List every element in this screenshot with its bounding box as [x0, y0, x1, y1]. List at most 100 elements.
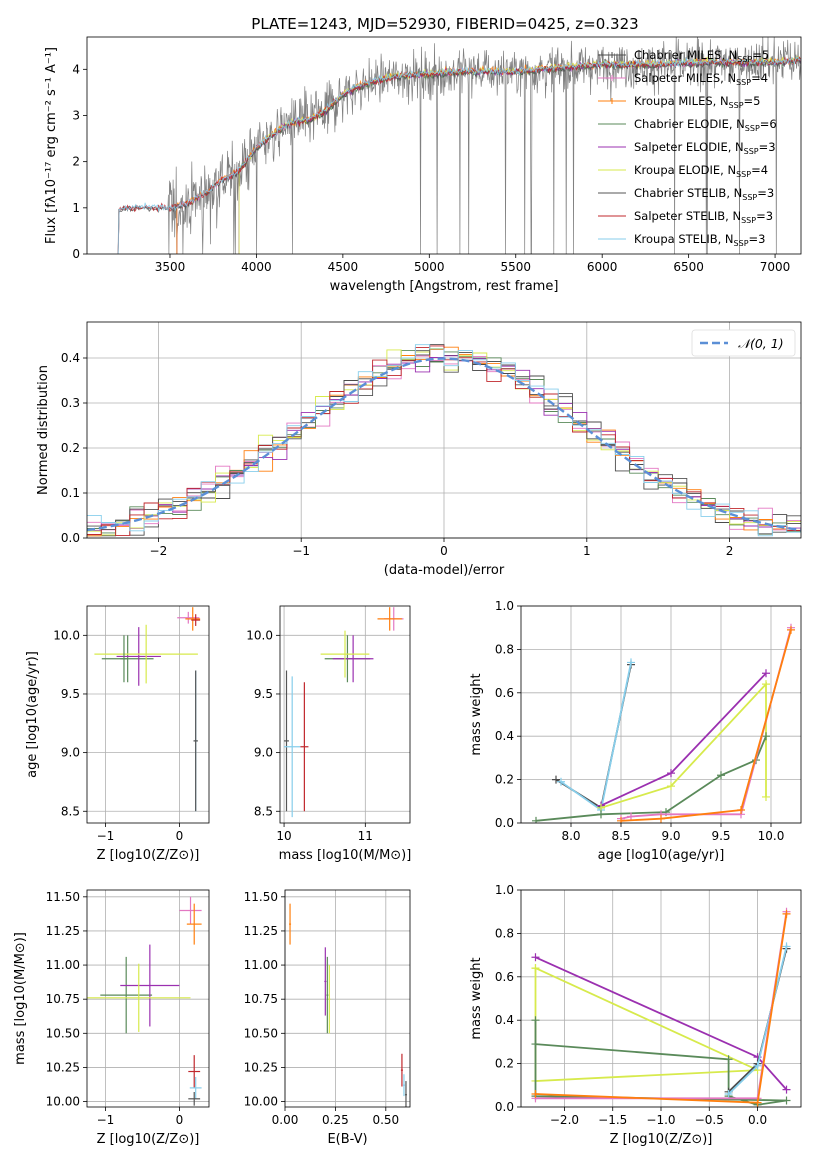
plot-area-mass-Z	[87, 890, 209, 1107]
legend-label: Chabrier ELODIE, NSSP=6	[634, 117, 777, 133]
data-point	[627, 658, 635, 667]
data-mass-Z	[87, 896, 202, 1106]
data-point	[667, 782, 675, 791]
axes-spectrum: 3500 4000 4500 5000 5500 6000 6500 7000 0 1 2 3 4 wav…	[44, 36, 802, 294]
y-tick-label: 10.50	[244, 1026, 278, 1040]
x-tick-label: 11	[358, 829, 373, 843]
y-tick-label: 0.6	[495, 686, 514, 700]
data-point	[557, 777, 565, 786]
series-line	[600, 681, 767, 809]
legend-label: Kroupa STELIB, NSSP=3	[634, 232, 765, 248]
data-point	[782, 1085, 791, 1094]
x-tick-label: 5500	[500, 260, 531, 274]
data-point	[753, 1098, 762, 1107]
y-tick-label: 8.5	[61, 804, 80, 818]
y-tick-label: 10.25	[46, 1060, 80, 1074]
y-tick-label: 3	[72, 108, 80, 122]
data-point	[532, 816, 540, 823]
x-tick-label: 10.0	[758, 829, 785, 843]
data-point	[289, 903, 292, 945]
data-point	[186, 903, 202, 945]
data-point	[404, 1081, 407, 1107]
y-tick-label: 10.00	[46, 1095, 80, 1109]
frame-mass-Z	[86, 889, 210, 1108]
data-point	[737, 805, 745, 814]
data-point	[657, 814, 665, 823]
x-tick-label: −1.0	[646, 1113, 675, 1127]
data-point	[627, 812, 635, 821]
legend-label: 𝒩(0, 1)	[738, 336, 784, 351]
y-axis-label: mass [log10(M/M⊙)]	[13, 932, 28, 1065]
plot-area-weight-age	[521, 606, 801, 823]
y-tick-label: 0.4	[61, 351, 80, 365]
y-tick-label: 11.25	[244, 924, 278, 938]
y-axis-label: age [log10(age/yr)]	[25, 651, 40, 778]
data-point	[120, 944, 180, 1027]
x-axis-label: mass [log10(M/M⊙)]	[279, 848, 412, 863]
y-tick-label: 10.75	[46, 992, 80, 1006]
legend-spectrum: Chabrier MILES, NSSP=5 Salpeter MILES, NS…	[598, 48, 777, 248]
y-tick-label: 0.4	[495, 1013, 514, 1027]
legend-label: Chabrier STELIB, NSSP=3	[634, 186, 774, 202]
x-tick-label: 0.50	[372, 1113, 399, 1127]
x-tick-label: 3500	[155, 260, 186, 274]
x-tick-label: 0.25	[322, 1113, 349, 1127]
y-tick-label: 0.2	[61, 441, 80, 455]
data-point	[787, 625, 795, 634]
x-tick-label: 9.5	[711, 829, 730, 843]
x-tick-label: 2	[726, 544, 734, 558]
x-tick-label: 7000	[760, 260, 791, 274]
data-point	[724, 1055, 733, 1064]
series-line	[620, 629, 792, 822]
y-tick-label: 0.8	[495, 926, 514, 940]
data-point	[531, 1016, 540, 1025]
data-point	[724, 1089, 733, 1098]
y-tick-label: 10.50	[46, 1026, 80, 1040]
data-weight-Z	[531, 907, 791, 1107]
data-point	[717, 771, 725, 780]
data-point	[300, 682, 309, 812]
axes-mass-Z: −1 0 10.00 10.25 10.50 10.75 11.00 11.25 11.50 Z …	[13, 889, 210, 1147]
data-point	[597, 810, 605, 819]
legend-label: Salpeter ELODIE, NSSP=3	[634, 140, 776, 156]
grid-age-Z	[87, 606, 209, 823]
data-point	[328, 965, 331, 1034]
y-tick-label: 0.8	[495, 642, 514, 656]
y-tick-label: 0.6	[495, 970, 514, 984]
x-tick-label: −2.0	[550, 1113, 579, 1127]
data-point	[87, 963, 191, 1032]
data-point	[193, 670, 198, 812]
frame-age-mass	[279, 605, 411, 824]
x-tick-label: 0	[176, 829, 184, 843]
y-tick-label: 10.0	[53, 628, 80, 642]
y-tick-label: 11.00	[46, 958, 80, 972]
series-line	[535, 735, 767, 822]
x-tick-label: 0.0	[748, 1113, 767, 1127]
data-series	[617, 625, 795, 823]
frame-weight-age	[520, 605, 802, 824]
legend-label: Salpeter MILES, NSSP=4	[634, 71, 768, 87]
frame-residuals	[86, 321, 802, 539]
data-point	[120, 635, 128, 683]
y-tick-label: 0.3	[61, 396, 80, 410]
data-point	[782, 942, 791, 951]
data-point	[762, 732, 770, 741]
legend-box	[691, 329, 796, 357]
axes-weight-Z: −2.0 −1.5 −1.0 −0.5 0.0 0.0 0.2 0.4 0.6 0.8 1.0 Z […	[469, 883, 802, 1147]
y-axis-label: mass weight	[469, 957, 484, 1039]
observed-spectrum	[117, 37, 801, 254]
data-point	[762, 792, 770, 801]
data-series	[597, 669, 770, 810]
y-axis-label: Normed distribution	[36, 365, 51, 495]
y-tick-label: 2	[72, 155, 80, 169]
data-series	[724, 942, 791, 1098]
data-point	[191, 614, 201, 626]
x-tick-label: 8.5	[611, 829, 630, 843]
plot-area-age-Z	[87, 606, 209, 823]
y-axis-label: mass weight	[469, 673, 484, 755]
data-point	[782, 909, 791, 918]
data-point	[100, 956, 153, 1034]
x-tick-label: 6000	[587, 260, 618, 274]
x-axis-label: age [log10(age/yr)]	[598, 848, 725, 863]
x-tick-label: 4000	[241, 260, 272, 274]
